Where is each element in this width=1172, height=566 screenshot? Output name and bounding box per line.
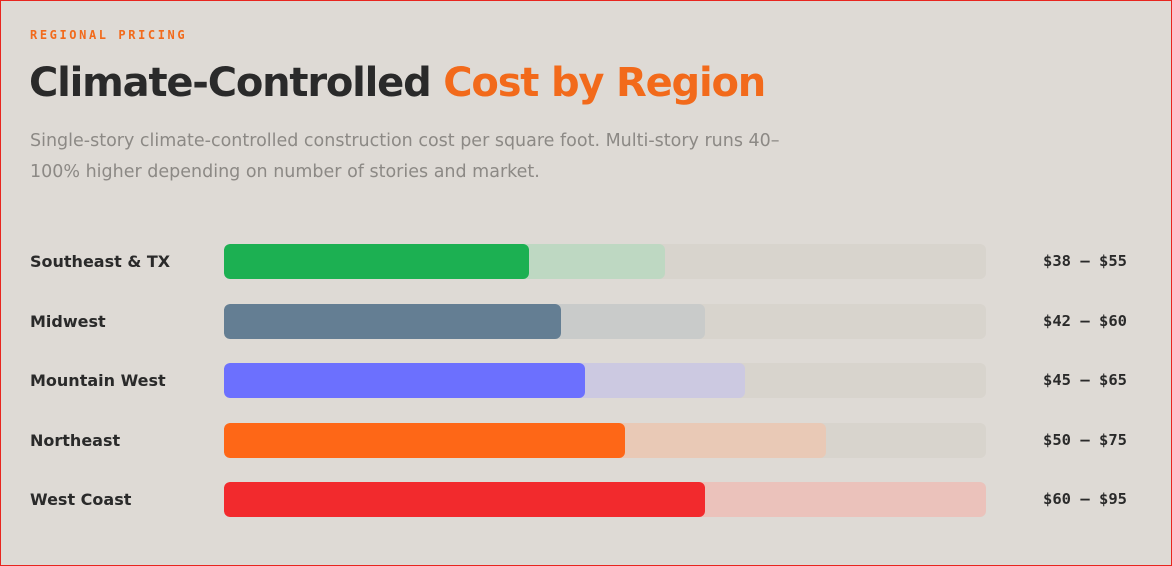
eyebrow-label: REGIONAL PRICING: [30, 28, 188, 42]
range-label: $60 – $95: [1043, 490, 1127, 508]
bar-track: [224, 304, 986, 339]
title-main: Climate-Controlled: [29, 60, 432, 106]
bar-low: [224, 244, 529, 279]
chart-row: Midwest $42 – $60: [1, 304, 1171, 339]
subtitle: Single-story climate-controlled construc…: [30, 131, 780, 182]
range-label: $50 – $75: [1043, 431, 1127, 449]
category-label: Midwest: [30, 312, 106, 331]
chart-row: Mountain West $45 – $65: [1, 363, 1171, 398]
chart-row: West Coast $60 – $95: [1, 482, 1171, 517]
category-label: Northeast: [30, 431, 121, 450]
bar-low: [224, 363, 585, 398]
category-label: West Coast: [30, 490, 132, 509]
bar-low: [224, 423, 625, 458]
title-accent: Cost by Region: [443, 60, 766, 106]
chart-row: Northeast $50 – $75: [1, 423, 1171, 458]
category-label: Mountain West: [30, 371, 166, 390]
chart-row: Southeast & TX $38 – $55: [1, 244, 1171, 279]
bar-track: [224, 423, 986, 458]
bar-track: [224, 363, 986, 398]
range-label: $42 – $60: [1043, 312, 1127, 330]
bar-track: [224, 244, 986, 279]
bar-low: [224, 482, 705, 517]
range-label: $38 – $55: [1043, 252, 1127, 270]
category-label: Southeast & TX: [30, 252, 171, 271]
range-label: $45 – $65: [1043, 371, 1127, 389]
bar-track: [224, 482, 986, 517]
bar-low: [224, 304, 561, 339]
page-title: Climate-Controlled Cost by Region: [29, 57, 766, 109]
